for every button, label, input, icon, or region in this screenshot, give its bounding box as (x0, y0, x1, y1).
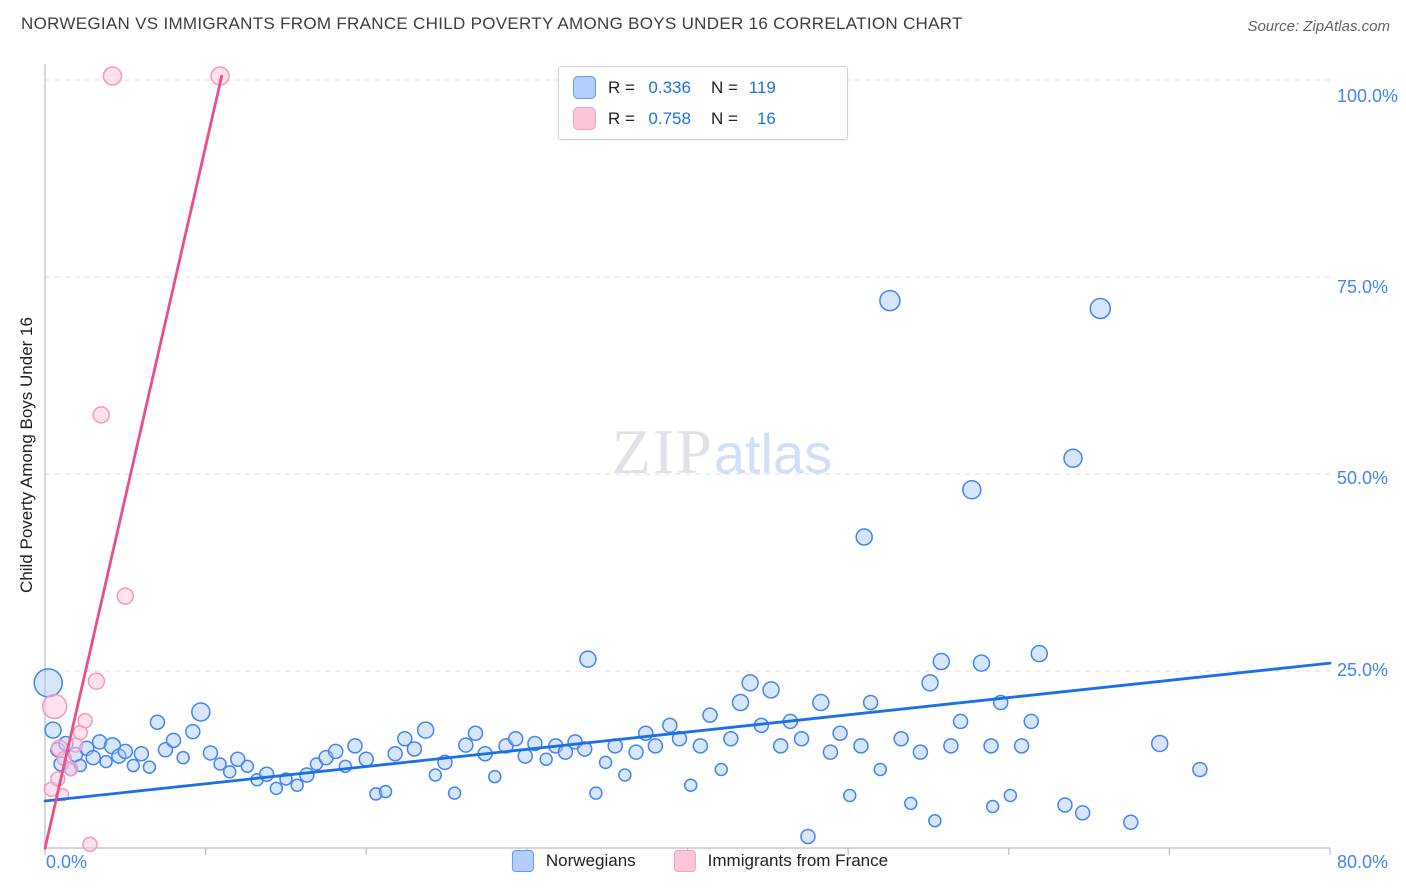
r-label: R = (608, 77, 635, 97)
source-link[interactable]: Source: ZipAtlas.com (1247, 18, 1390, 35)
correlation-legend: R = 0.336 N = 119 R = 0.758 N = 16 (558, 66, 848, 140)
correlation-row-norwegians: R = 0.336 N = 119 (573, 76, 833, 99)
watermark-atlas: atlas (713, 422, 833, 485)
y-tick-50: 50.0% (1337, 468, 1389, 488)
y-axis-title: Child Poverty Among Boys Under 16 (17, 317, 36, 593)
france-legend-label: Immigrants from France (707, 851, 889, 870)
n-label: N = (710, 77, 738, 97)
series-immigrants-from-france (41, 66, 230, 853)
gridlines (45, 79, 1330, 672)
correlation-row-france: R = 0.758 N = 16 (573, 107, 833, 130)
chart-title: NORWEGIAN VS IMMIGRANTS FROM FRANCE CHIL… (21, 14, 963, 33)
n-value: 16 (756, 108, 776, 128)
trendline-norwegians (43, 661, 1332, 803)
france-swatch (573, 107, 596, 130)
y-tick-100: 100.0% (1337, 86, 1399, 106)
y-tick-75: 75.0% (1337, 277, 1389, 297)
x-tick-max: 80.0% (1337, 852, 1389, 872)
r-label: R = (608, 108, 635, 128)
y-tick-25: 25.0% (1337, 660, 1389, 680)
trendline-immigrants-from-france (43, 74, 224, 850)
series-legend: Norwegians Immigrants from France (511, 850, 889, 872)
n-label: N = (710, 108, 738, 128)
norwegians-swatch (573, 76, 596, 99)
zipatlas-watermark: ZIPatlas (612, 415, 832, 489)
france-legend-swatch (673, 850, 696, 872)
series-norwegians (33, 289, 1208, 845)
n-value: 119 (748, 77, 776, 97)
norwegians-legend-label: Norwegians (545, 851, 636, 870)
norwegians-legend-swatch (511, 850, 534, 872)
x-tick-min: 0.0% (46, 852, 88, 872)
r-value: 0.336 (648, 77, 691, 97)
watermark-zip: ZIP (611, 416, 714, 487)
r-value: 0.758 (648, 108, 691, 128)
